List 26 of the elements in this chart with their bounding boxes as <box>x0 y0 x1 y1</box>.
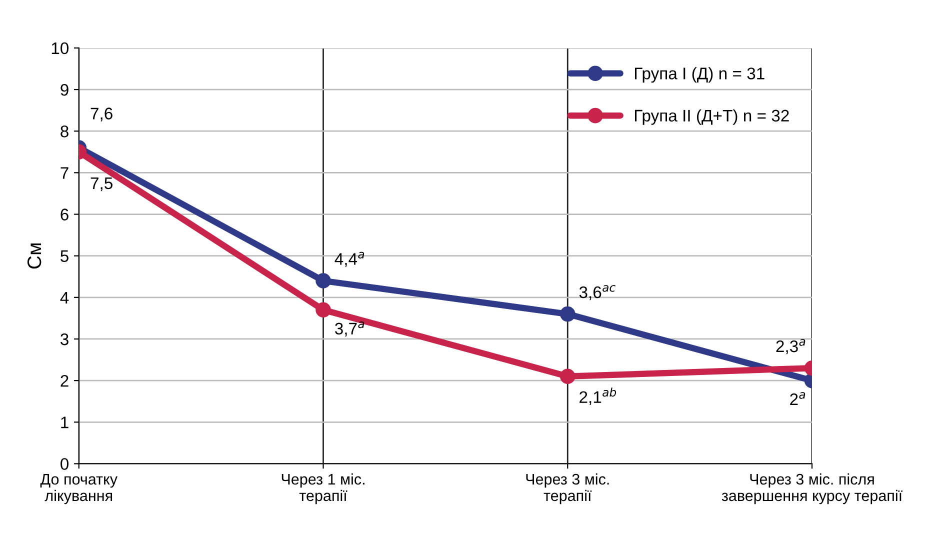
y-tick-label: 9 <box>60 84 68 96</box>
y-tick-label: 10 <box>52 42 69 54</box>
y-tick-label: 6 <box>60 208 68 220</box>
y-axis-title: См <box>27 243 42 269</box>
y-tick-label: 5 <box>60 250 68 262</box>
y-tick-label: 7 <box>60 167 68 179</box>
y-tick-label: 0 <box>60 458 69 470</box>
x-tick-label: До початку лікування <box>40 474 118 504</box>
x-tick-label: Через 3 міс. терапії <box>526 473 609 504</box>
data-label: 2$^{a}$ <box>790 392 806 406</box>
data-label: 4,4$^{a}$ <box>334 252 364 267</box>
y-tick-label: 3 <box>60 333 68 346</box>
x-tick-label: Через 1 міс. терапії <box>282 473 364 504</box>
legend-label: Група II (Д+Т) n = 32 <box>634 109 789 125</box>
x-tick-label: Через 3 міс. після завершення курсу терапії <box>722 473 902 504</box>
y-tick-label: 4 <box>60 292 69 304</box>
data-label: 7,5 <box>90 178 112 192</box>
data-label: 2,1$^{ab}$ <box>580 388 616 405</box>
data-label: 2,3$^{a}$ <box>776 339 806 354</box>
data-label: 3,6$^{ac}$ <box>579 285 616 300</box>
y-tick-label: 8 <box>60 126 68 138</box>
data-label: 3,7$^{a}$ <box>335 321 364 337</box>
legend-label: Група I (Д) n = 31 <box>634 67 764 83</box>
data-label: 7,6 <box>90 108 112 122</box>
y-tick-label: 2 <box>60 374 68 387</box>
y-tick-label: 1 <box>61 416 68 428</box>
